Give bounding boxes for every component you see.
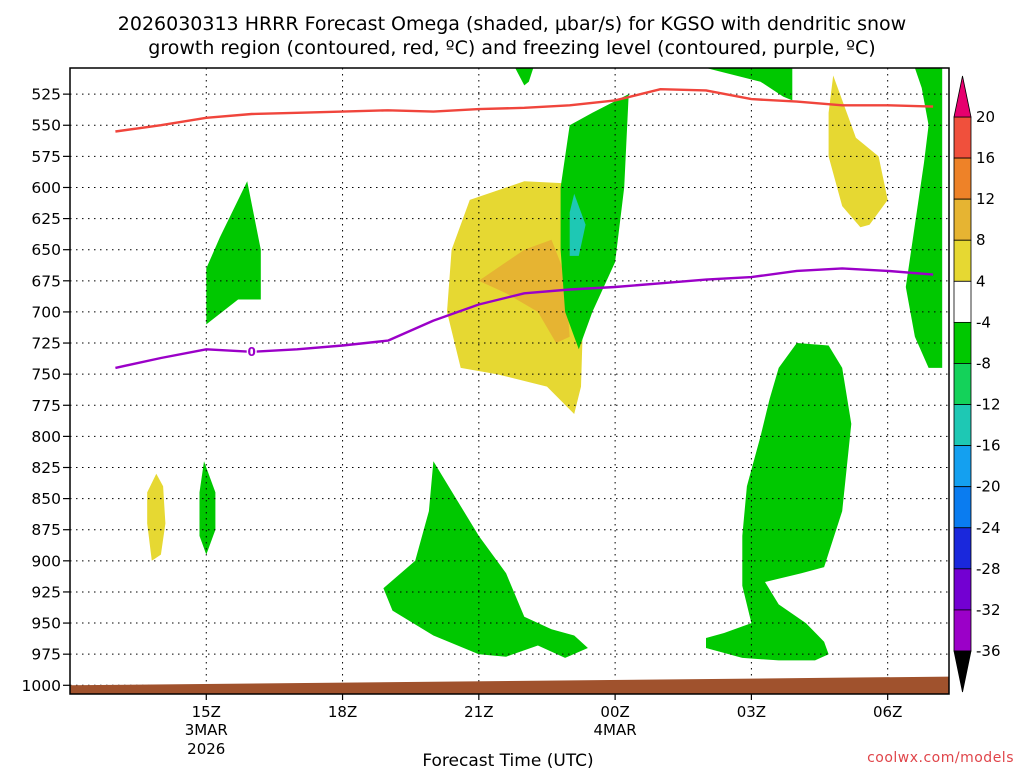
omega-shaded-regions bbox=[147, 68, 943, 661]
omega-region-5 bbox=[206, 181, 261, 325]
colorbar-label-12: 12 bbox=[976, 190, 995, 208]
colorbar-segment--8-to--12 bbox=[953, 363, 972, 405]
dendritic-growth-isotherm-line bbox=[115, 87, 934, 133]
omega-region-6 bbox=[199, 461, 216, 555]
ground-surface bbox=[70, 676, 949, 694]
colorbar-label-4: 4 bbox=[976, 272, 986, 290]
freezing-level-label-bg bbox=[246, 343, 257, 358]
colorbar: 20 16 12 8 4 -4 -8 -12 -16 -20 -24 -28 -32 -36 bbox=[953, 75, 1001, 693]
y-tick-label-750: 750 bbox=[31, 366, 61, 384]
y-tick-label-775: 775 bbox=[31, 397, 61, 415]
x-tick-label-18Z: 18Z bbox=[328, 703, 357, 721]
x-tick-date-15Z: 3MAR bbox=[185, 721, 228, 739]
y-tick-label-725: 725 bbox=[31, 335, 61, 353]
x-tick-label-21Z: 21Z bbox=[464, 703, 493, 721]
y-tick-label-700: 700 bbox=[31, 303, 61, 321]
omega-region-2 bbox=[478, 239, 570, 343]
omega-region-13 bbox=[905, 68, 943, 368]
colorbar-segment--16-to--20 bbox=[953, 445, 972, 488]
y-tick-label-800: 800 bbox=[31, 428, 61, 446]
colorbar-label--20: -20 bbox=[976, 478, 1001, 496]
omega-region-11 bbox=[706, 68, 793, 101]
colorbar-segment--32-to--36 bbox=[953, 609, 972, 652]
y-tick-label-950: 950 bbox=[31, 615, 61, 633]
colorbar-segment--20-to--24 bbox=[953, 486, 972, 529]
colorbar-segment--12-to--16 bbox=[953, 404, 972, 447]
y-tick-label-875: 875 bbox=[31, 521, 61, 539]
plot-area: 0 525 550 575 600 625 650 675 700 725 750 775 800 82… bbox=[22, 67, 950, 758]
colorbar-segment--24-to--28 bbox=[953, 527, 972, 570]
x-tick-label-06Z: 06Z bbox=[873, 703, 902, 721]
y-tick-label-625: 625 bbox=[31, 210, 61, 228]
colorbar-label--32: -32 bbox=[976, 601, 1001, 619]
credit-text: coolwx.com/models bbox=[867, 750, 1014, 766]
x-tick-label-03Z: 03Z bbox=[737, 703, 766, 721]
y-tick-label-900: 900 bbox=[31, 552, 61, 570]
colorbar-label--36: -36 bbox=[976, 642, 1001, 660]
x-tick-date-00Z: 4MAR bbox=[594, 721, 637, 739]
colorbar-label--4: -4 bbox=[976, 313, 991, 331]
x-tick-label-15Z: 15Z bbox=[192, 703, 221, 721]
chart-title-line-2: growth region (contoured, red, ºC) and f… bbox=[148, 37, 875, 59]
omega-region-7 bbox=[560, 94, 629, 350]
y-tick-label-650: 650 bbox=[31, 241, 61, 259]
colorbar-label-20: 20 bbox=[976, 108, 995, 126]
colorbar-segment-12-to-8 bbox=[953, 198, 972, 241]
colorbar-label--8: -8 bbox=[976, 354, 991, 372]
colorbar-segment--4-to--8 bbox=[953, 321, 972, 364]
y-tick-label-850: 850 bbox=[31, 490, 61, 508]
colorbar-label--12: -12 bbox=[976, 396, 1001, 414]
y-tick-label-575: 575 bbox=[31, 148, 61, 166]
colorbar-bottom-arrow bbox=[953, 650, 972, 693]
colorbar-label-8: 8 bbox=[976, 231, 986, 249]
y-tick-label-600: 600 bbox=[31, 179, 61, 197]
x-tick-year-15Z: 2026 bbox=[187, 740, 225, 758]
colorbar-segment-20-to-16 bbox=[953, 116, 972, 159]
plot-border bbox=[69, 67, 950, 695]
y-tick-label-525: 525 bbox=[31, 86, 61, 104]
colorbar-segment-8-to-4 bbox=[953, 239, 972, 282]
y-tick-label-550: 550 bbox=[31, 117, 61, 135]
omega-region-3 bbox=[828, 75, 888, 228]
ground-fill bbox=[70, 676, 949, 694]
y-tick-label-925: 925 bbox=[31, 583, 61, 601]
colorbar-label-16: 16 bbox=[976, 149, 995, 167]
colorbar-segment-4-to--4 bbox=[953, 280, 972, 323]
colorbar-top-arrow bbox=[953, 75, 972, 118]
freezing-level-label: 0 bbox=[248, 345, 256, 359]
x-tick-label-00Z: 00Z bbox=[600, 703, 629, 721]
y-axis: 525 550 575 600 625 650 675 700 725 750 775 800 825 8… bbox=[22, 86, 70, 695]
colorbar-label--16: -16 bbox=[976, 437, 1001, 455]
chart-title-line-1: 2026030313 HRRR Forecast Omega (shaded, … bbox=[118, 13, 906, 35]
omega-region-8 bbox=[569, 193, 586, 256]
omega-region-4 bbox=[147, 473, 166, 561]
colorbar-label--24: -24 bbox=[976, 519, 1001, 537]
y-tick-label-1000: 1000 bbox=[22, 677, 61, 695]
colorbar-segment--28-to--32 bbox=[953, 568, 972, 611]
colorbar-segment-16-to-12 bbox=[953, 157, 972, 200]
y-tick-label-825: 825 bbox=[31, 459, 61, 477]
omega-region-10 bbox=[706, 343, 852, 661]
y-tick-label-675: 675 bbox=[31, 272, 61, 290]
x-axis-title: Forecast Time (UTC) bbox=[422, 751, 593, 768]
omega-region-12 bbox=[515, 68, 534, 86]
colorbar-label--28: -28 bbox=[976, 560, 1001, 578]
omega-region-9 bbox=[383, 461, 588, 658]
contour-lines: 0 bbox=[115, 87, 934, 370]
y-tick-label-975: 975 bbox=[31, 646, 61, 664]
